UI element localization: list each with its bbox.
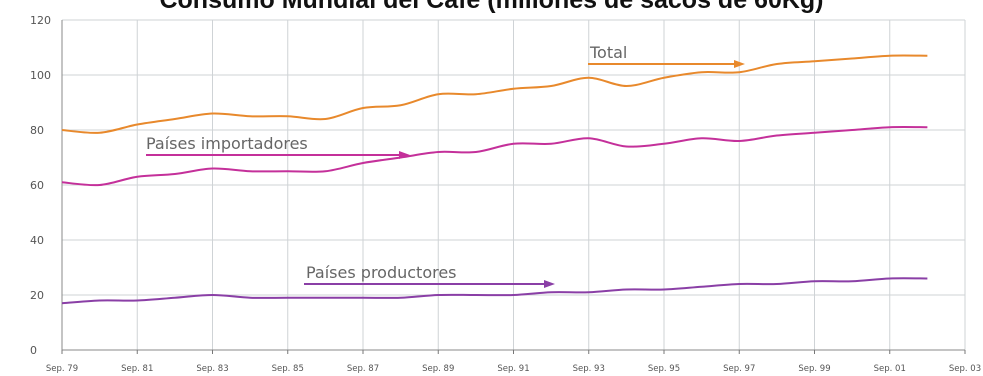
- x-tick-label: Sep. 89: [422, 364, 454, 374]
- x-tick-label: Sep. 81: [121, 364, 153, 374]
- y-tick-label: 60: [30, 179, 44, 192]
- series-line-total: [61, 54, 928, 134]
- series-line-paises-importadores: [61, 126, 928, 187]
- y-tick-label: 0: [30, 344, 37, 357]
- annotation-paises-importadores: Países importadores: [146, 134, 308, 153]
- series-line-paises-productores: [61, 277, 928, 305]
- y-tick-label: 20: [30, 289, 44, 302]
- x-tick-label: Sep. 01: [874, 364, 906, 374]
- y-axis-ticks: 0 20 40 60 80 100 120: [30, 14, 51, 357]
- chart-title: Consumo Mundial del Café (millones de sa…: [159, 0, 824, 14]
- x-tick-label: Sep. 95: [648, 364, 680, 374]
- annotation-arrowhead-total: [734, 60, 745, 68]
- x-axis-ticks: Sep. 79 Sep. 81 Sep. 83 Sep. 85 Sep. 87 Sep. …: [46, 350, 981, 374]
- series-annotations: Total Países importadores Países productor…: [146, 43, 745, 288]
- x-tick-label: Sep. 85: [272, 364, 304, 374]
- y-tick-label: 100: [30, 69, 51, 82]
- annotation-paises-productores: Países productores: [306, 263, 457, 282]
- annotation-total: Total: [589, 43, 627, 62]
- x-tick-label: Sep. 79: [46, 364, 78, 374]
- x-tick-label: Sep. 93: [573, 364, 605, 374]
- x-tick-label: Sep. 91: [497, 364, 529, 374]
- annotation-arrowhead-paises-importadores: [399, 151, 410, 159]
- x-tick-label: Sep. 87: [347, 364, 379, 374]
- x-tick-label: Sep. 97: [723, 364, 755, 374]
- y-tick-label: 120: [30, 14, 51, 27]
- x-tick-label: Sep. 99: [798, 364, 830, 374]
- y-tick-label: 80: [30, 124, 44, 137]
- series-lines: [61, 54, 928, 305]
- x-tick-label: Sep. 83: [196, 364, 228, 374]
- y-tick-label: 40: [30, 234, 44, 247]
- grid: [62, 19, 966, 350]
- x-tick-label: Sep. 03: [949, 364, 981, 374]
- annotation-arrowhead-paises-productores: [544, 280, 555, 288]
